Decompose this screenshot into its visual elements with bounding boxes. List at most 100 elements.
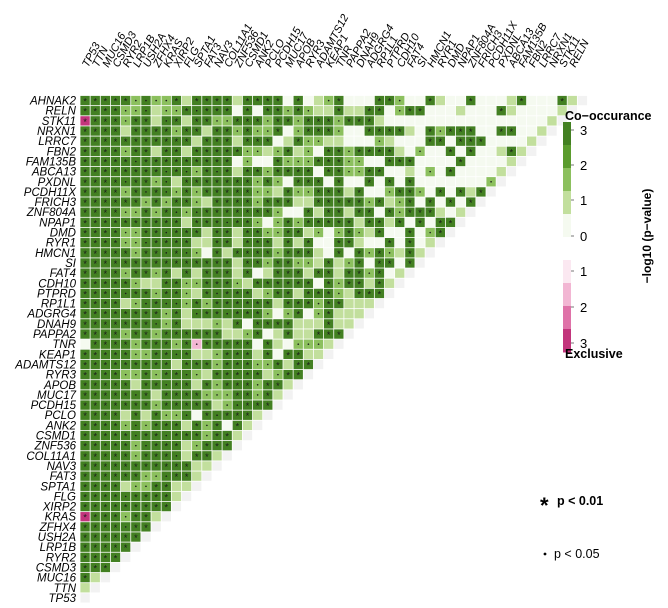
heatmap-cell [110,369,121,380]
cell-sig-strong: * [134,411,138,421]
cell-sig-strong: * [276,381,280,391]
cell-sig-strong: * [347,269,351,279]
cell-sig-strong: * [408,259,412,269]
heatmap-cell [161,420,171,431]
heatmap-cell [151,451,161,461]
cell-sig-strong: * [378,97,382,107]
cell-sig-strong: * [205,147,209,157]
cell-sig-strong: * [185,107,189,117]
heatmap-cell [171,461,182,471]
heatmap-cell [273,298,283,309]
heatmap-cell [384,258,395,268]
cell-sig-weak [145,475,147,477]
cell-sig-strong: * [256,239,260,249]
heatmap-cell [141,136,151,146]
heatmap-cell [395,116,405,126]
cell-sig-weak [124,333,127,335]
cell-sig-strong: * [296,371,300,381]
cell-sig-strong: * [124,198,128,208]
heatmap-cell [161,349,171,359]
heatmap-cell [212,369,222,380]
legend-swatch [563,237,571,261]
heatmap-cell [293,298,303,309]
cell-sig-strong: * [296,300,300,310]
cell-sig-strong: * [225,137,229,147]
cell-sig-strong: * [144,360,148,370]
heatmap-cell [151,187,161,197]
cell-sig-weak [124,272,127,274]
heatmap-cell [202,197,212,207]
heatmap-cell [151,136,161,146]
cell-sig-weak [175,130,178,132]
cell-sig-strong: * [286,300,290,310]
cell-sig-strong: * [225,269,229,279]
heatmap-cell [476,95,486,106]
heatmap-cell [100,106,111,116]
heatmap-cell [110,501,121,512]
cell-sig-strong: * [104,320,108,330]
heatmap-cell [263,106,273,116]
cell-sig-weak [348,262,350,264]
cell-sig-weak [165,99,168,102]
heatmap-cell [476,187,486,197]
heatmap-cell [283,177,293,187]
heatmap-cell [202,166,212,177]
heatmap-cell [344,319,354,329]
heatmap-cell [445,217,456,228]
heatmap-cell [212,187,222,197]
heatmap-cell [100,268,111,278]
cell-sig-weak [388,252,391,254]
heatmap-cell [344,278,354,288]
heatmap-cell [415,217,425,228]
cell-sig-strong: * [205,381,209,391]
heatmap-cell [161,268,171,278]
heatmap-cell [374,197,385,207]
cell-sig-weak [124,515,127,518]
cell-sig-strong: * [154,259,158,269]
cell-sig-weak [155,333,157,335]
heatmap-cell [161,441,171,451]
legend-tick-label: 3 [580,123,587,138]
heatmap-cell [80,136,90,146]
cell-sig-strong: * [327,300,331,310]
column-labels: TP53TTNMUC16CSMD3RYR2LRP1BUSH2AZFHX4KRAS… [80,12,592,70]
cell-sig-strong: * [83,168,87,178]
heatmap-cell [293,248,303,258]
heatmap-cell [80,156,90,167]
heatmap-cell [131,136,141,146]
heatmap-cell [455,177,466,187]
cell-sig-strong: * [215,147,219,157]
cell-sig-strong: * [317,269,321,279]
cell-sig-strong: * [104,543,108,553]
heatmap-cell [100,116,111,126]
heatmap-cell [455,136,466,146]
diagonal-cell [374,298,385,309]
diagonal-cell [405,268,415,278]
cell-sig-strong: * [134,117,138,127]
heatmap-cell [141,278,151,288]
cell-sig-strong: * [83,147,87,157]
cell-sig-strong: * [185,391,189,401]
cell-sig-strong: * [114,421,118,431]
heatmap-cell [202,227,212,238]
cell-sig-strong: * [205,411,209,421]
cell-sig-strong: * [134,147,138,157]
diagonal-cell [577,95,588,106]
cell-sig-strong: * [83,492,87,502]
cell-sig-strong: * [83,157,87,167]
cell-sig-strong: * [104,127,108,137]
cell-sig-weak [307,150,310,153]
cell-sig-strong: * [144,320,148,330]
diagonal-cell [161,512,171,522]
cell-sig-weak [297,120,300,122]
heatmap-cell [90,309,100,319]
heatmap-cell [151,238,161,248]
cell-sig-strong: * [357,259,361,269]
heatmap-cell [303,227,314,238]
heatmap-cell [252,248,263,258]
cell-sig-strong: * [93,107,97,117]
cell-sig-strong: * [175,391,179,401]
heatmap-cell [100,95,111,106]
cell-sig-strong: * [124,350,128,360]
cell-sig-strong: * [276,107,280,117]
